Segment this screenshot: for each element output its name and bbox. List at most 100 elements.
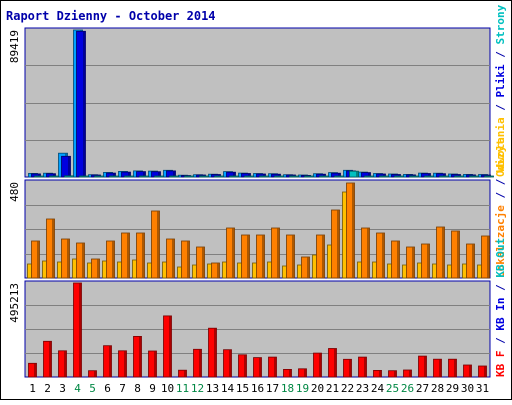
bar-shade-middle-sites-day-4 [82,243,84,278]
legend-separator: / [494,45,507,65]
bar-shade-bottom-kbytes-day-14 [229,350,231,377]
x-tick-label-day-5: 5 [89,382,96,395]
x-tick-label-day-20: 20 [311,382,324,395]
x-tick-label-day-16: 16 [251,382,264,395]
bar-shade-top-pages-day-29 [461,176,463,177]
bar-shade-bottom-kbytes-day-8 [139,336,141,377]
x-tick-label-day-22: 22 [341,382,354,395]
panel-bottom-legend: KB F / KB In / KB Out [494,238,507,377]
bar-shade-top-pages-day-8 [146,176,148,177]
bar-shade-top-pages-day-20 [326,176,328,177]
x-tick-label-day-15: 15 [236,382,249,395]
bar-shade-top-pages-day-24 [386,176,388,177]
x-tick-label-day-25: 25 [386,382,399,395]
bar-shade-middle-sites-day-28 [442,227,444,278]
bar-shade-top-pages-day-23 [371,176,373,177]
x-tick-label-day-21: 21 [326,382,339,395]
x-tick-label-day-19: 19 [296,382,309,395]
x-tick-label-day-10: 10 [161,382,174,395]
bar-shade-middle-sites-day-11 [187,241,189,278]
bar-shade-top-pages-day-6 [116,176,118,177]
panel-top: 89419Odwołania / Pliki / Strony [8,4,507,177]
bar-shade-top-pages-day-18 [296,176,298,177]
x-tick-label-day-6: 6 [104,382,111,395]
bar-shade-top-pages-day-4 [86,176,88,177]
bar-shade-middle-sites-day-23 [367,228,369,278]
x-tick-label-day-8: 8 [134,382,141,395]
bar-shade-top-pages-day-31 [491,176,493,177]
x-tick-label-day-23: 23 [356,382,369,395]
bar-shade-bottom-kbytes-day-17 [274,357,276,377]
x-tick-label-day-24: 24 [371,382,385,395]
x-tick-label-day-1: 1 [29,382,36,395]
bar-shade-top-files-day-4 [83,31,85,177]
bar-shade-bottom-kbytes-day-18 [289,369,291,377]
legend-entry-border: / [494,185,507,205]
legend-entry-pages: KB Out [494,238,507,278]
bar-shade-bottom-kbytes-day-27 [424,356,426,377]
bar-shade-bottom-kbytes-day-20 [319,353,321,377]
panel-middle-ymax-label: 480 [8,182,21,202]
bar-shade-bottom-kbytes-day-1 [34,363,36,377]
legend-separator: / [494,278,507,298]
bar-shade-bottom-kbytes-day-15 [244,355,246,377]
x-tick-label-day-18: 18 [281,382,294,395]
bar-shade-bottom-kbytes-day-19 [304,369,306,377]
bar-shade-top-pages-day-17 [281,176,283,177]
bar-shade-bottom-kbytes-day-3 [64,351,66,377]
bar-shade-bottom-kbytes-day-12 [199,349,201,377]
panel-bottom-legend-text: KB F / KB In / KB Out [494,238,507,377]
bar-shade-bottom-kbytes-day-5 [94,371,96,377]
bar-shade-bottom-kbytes-day-13 [214,328,216,377]
bar-shade-top-pages-day-11 [191,176,193,177]
bar-shade-top-pages-day-14 [236,176,238,177]
bar-shade-bottom-kbytes-day-11 [184,370,186,377]
x-tick-label-day-17: 17 [266,382,279,395]
bar-shade-top-pages-day-9 [161,176,163,177]
bar-shade-middle-sites-day-18 [292,235,294,278]
bar-shade-middle-sites-day-17 [277,228,279,278]
bar-shade-middle-sites-day-12 [202,247,204,278]
bar-shade-bottom-kbytes-day-21 [334,349,336,378]
legend-entry-files: KB In [494,298,507,331]
legend-separator: / [494,98,507,118]
x-tick-label-day-29: 29 [446,382,459,395]
bar-shade-middle-sites-day-26 [412,247,414,278]
bar-shade-middle-sites-day-21 [337,210,339,278]
bar-shade-top-pages-day-1 [41,176,43,177]
panel-bottom-ymax-label: 495213 [8,283,21,323]
bar-shade-bottom-kbytes-day-28 [439,359,441,377]
chart-title: Raport Dzienny - October 2014 [6,9,216,23]
x-tick-label-day-12: 12 [191,382,204,395]
bar-shade-bottom-kbytes-day-2 [49,341,51,377]
bar-shade-bottom-kbytes-day-25 [394,371,396,377]
x-tick-label-day-31: 31 [476,382,489,395]
bar-shade-top-pages-day-27 [431,176,433,177]
bar-shade-top-pages-day-30 [476,176,478,177]
x-tick-label-day-26: 26 [401,382,414,395]
x-tick-label-day-2: 2 [44,382,51,395]
legend-entry-files: Pliki [494,64,507,97]
bar-shade-bottom-kbytes-day-22 [349,359,351,377]
bar-shade-bottom-kbytes-day-24 [379,370,381,377]
x-tick-label-day-30: 30 [461,382,474,395]
bar-shade-bottom-kbytes-day-16 [259,358,261,377]
bar-shade-top-files-day-3 [68,156,70,177]
legend-entry-kbytes: KB F [494,351,507,378]
bar-shade-middle-sites-day-13 [217,263,219,278]
legend-entry-pages: Strony [494,4,507,44]
bar-shade-top-pages-day-10 [176,176,178,177]
bar-shade-top-pages-day-26 [416,176,418,177]
x-tick-label-day-14: 14 [221,382,235,395]
bar-shade-middle-sites-day-1 [37,241,39,278]
legend-separator: / [494,172,507,185]
bar-shade-middle-sites-day-7 [127,233,129,278]
bar-shade-middle-sites-day-2 [52,219,54,278]
bar-shade-middle-sites-day-25 [397,241,399,278]
bar-shade-top-pages-day-19 [311,176,313,177]
bar-shade-middle-sites-day-9 [157,211,159,278]
panel-top-ymax-label: 89419 [8,30,21,63]
bar-shade-middle-sites-day-22 [352,183,354,278]
bar-shade-middle-sites-day-15 [247,235,249,278]
